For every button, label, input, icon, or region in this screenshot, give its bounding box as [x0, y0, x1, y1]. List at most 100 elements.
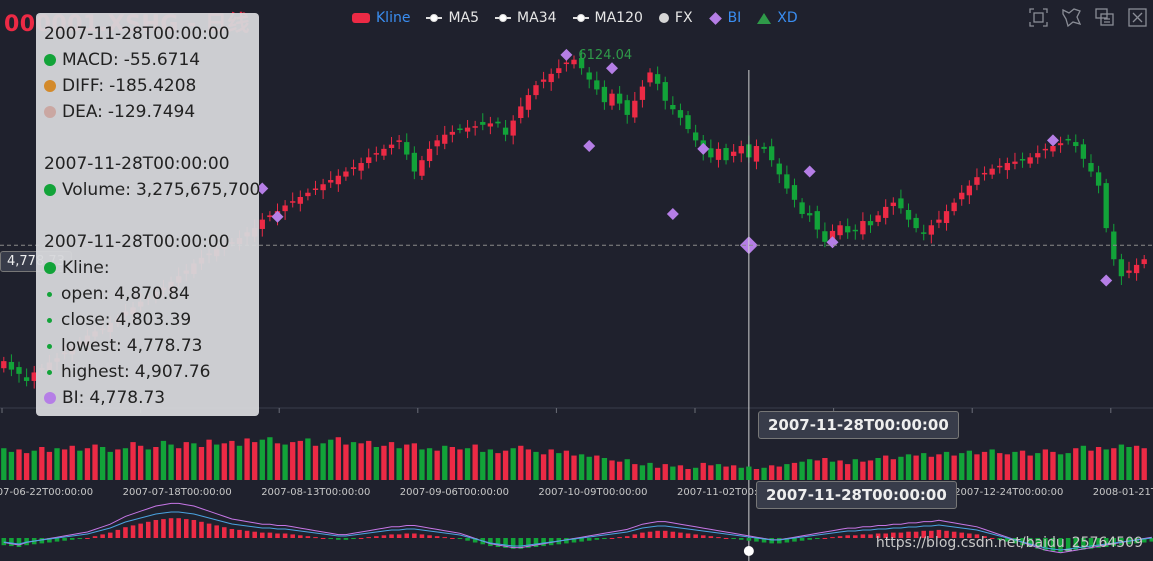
- candle-body: [434, 140, 440, 147]
- candle-body: [997, 165, 1003, 168]
- macd-bar: [275, 533, 280, 538]
- macd-bar: [237, 529, 242, 538]
- volume-bar: [791, 462, 798, 480]
- macd-bar: [640, 532, 645, 538]
- volume-bar: [77, 450, 83, 480]
- legend-item-bi[interactable]: BI: [708, 10, 741, 26]
- legend-item-ma34[interactable]: MA34: [495, 10, 557, 26]
- volume-bar: [852, 459, 858, 480]
- candle-body: [366, 157, 372, 164]
- macd-bar: [328, 538, 333, 539]
- volume-bar: [229, 440, 235, 480]
- tooltip-date-text: 2007-11-28T00:00:00: [44, 232, 230, 252]
- candle-body: [594, 80, 600, 90]
- zoom-reset-icon[interactable]: [1062, 8, 1081, 27]
- macd-bar: [997, 538, 1003, 540]
- candle-body: [753, 146, 760, 162]
- macd-bar: [115, 529, 121, 538]
- volume-bar: [905, 454, 912, 480]
- candle-body: [890, 202, 896, 207]
- candle-body: [898, 198, 904, 209]
- tooltip-date-macd: 2007-11-28T00:00:00: [44, 21, 251, 47]
- volume-bar: [472, 444, 478, 480]
- macd-bar: [974, 534, 980, 538]
- macd-bar: [206, 523, 212, 538]
- volume-bar: [54, 448, 60, 480]
- candle-body: [1042, 148, 1049, 151]
- volume-bar: [46, 451, 53, 480]
- macd-bar: [883, 533, 888, 538]
- volume-bar: [928, 456, 934, 480]
- bi-point: [256, 182, 269, 195]
- candle-body: [1073, 142, 1079, 147]
- volume-bar: [746, 466, 752, 480]
- candle-body: [419, 160, 425, 176]
- volume-bar: [1073, 448, 1079, 480]
- macd-bar: [700, 535, 706, 538]
- macd-bar: [1005, 538, 1010, 542]
- macd-bar: [632, 534, 638, 538]
- volume-bar: [624, 459, 630, 480]
- volume-bar: [639, 465, 646, 480]
- volume-bar: [989, 449, 995, 480]
- xd-triangle-icon: [757, 12, 772, 24]
- volume-bar: [1133, 445, 1140, 480]
- x-axis-pointer-label: 2007-11-28T00:00:00: [758, 411, 959, 439]
- candle-body: [708, 148, 714, 158]
- x-tick-label: 2007-08-13T00:00:00: [261, 487, 370, 498]
- candle-body: [738, 146, 744, 154]
- legend-label-ma120: MA120: [594, 10, 643, 26]
- candle-body: [404, 142, 410, 155]
- macd-bar: [282, 533, 288, 538]
- candle-body: [548, 73, 554, 83]
- volume-bar: [578, 454, 585, 480]
- candle-body: [1088, 163, 1094, 172]
- volume-bar: [312, 445, 319, 480]
- macd-bar: [799, 538, 805, 541]
- tooltip-value-highest: 4,907.76: [134, 362, 211, 382]
- volume-bar: [1019, 450, 1026, 480]
- legend-item-ma5[interactable]: MA5: [426, 10, 479, 26]
- volume-bar: [647, 462, 653, 480]
- volume-bar: [487, 449, 494, 480]
- crosshair-point: [743, 546, 754, 556]
- macd-bar: [488, 538, 493, 547]
- tooltip-row-open: open: 4,870.84: [44, 281, 251, 307]
- zoom-icon[interactable]: [1029, 8, 1048, 27]
- volume-bar: [183, 442, 189, 480]
- restore-icon[interactable]: [1095, 8, 1114, 27]
- macd-bar: [305, 536, 311, 538]
- macd-bar: [199, 521, 204, 538]
- tooltip-value-dea: -129.7494: [107, 102, 196, 122]
- candle-body: [921, 232, 927, 234]
- legend-item-fx[interactable]: FX: [658, 10, 693, 26]
- macd-bar: [868, 534, 873, 538]
- volume-bar: [221, 443, 227, 480]
- volume-bar: [616, 461, 623, 480]
- legend-item-kline[interactable]: Kline: [352, 10, 410, 26]
- candle-body: [662, 82, 668, 101]
- save-image-icon[interactable]: [1128, 8, 1147, 27]
- macd-bar: [951, 531, 957, 538]
- macd-bar: [1081, 538, 1086, 550]
- volume-bar: [1088, 450, 1094, 480]
- candle-body: [388, 144, 395, 149]
- tooltip-row-macd: MACD: -55.6714: [44, 47, 251, 73]
- volume-bar: [236, 445, 243, 480]
- macd-bar: [465, 538, 470, 541]
- volume-bar: [1065, 453, 1071, 480]
- candle-body: [799, 202, 805, 214]
- macd-bar: [221, 527, 227, 538]
- volume-bar: [457, 449, 463, 480]
- legend-item-ma120[interactable]: MA120: [572, 10, 643, 26]
- macd-bar: [1012, 538, 1018, 544]
- candle-body: [358, 163, 364, 171]
- candle-body: [723, 148, 729, 161]
- candle-body: [578, 58, 585, 69]
- bi-dot-icon: [44, 392, 56, 404]
- macd-bar: [571, 538, 577, 543]
- legend-item-xd[interactable]: XD: [757, 10, 798, 26]
- macd-bar: [526, 538, 531, 548]
- macd-bar: [716, 537, 721, 539]
- volume-bar: [533, 451, 539, 480]
